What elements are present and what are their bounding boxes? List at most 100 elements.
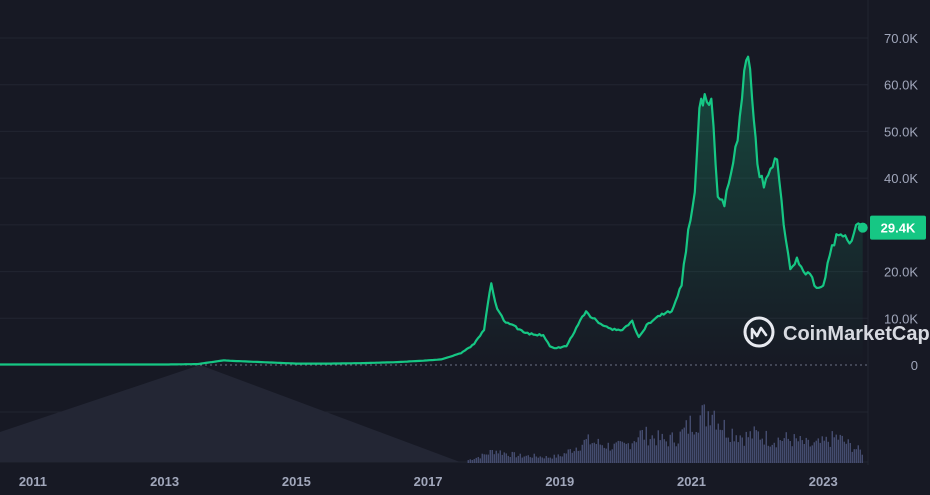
volume-bar <box>601 445 603 463</box>
volume-bar <box>695 432 697 463</box>
volume-bar <box>685 420 687 463</box>
volume-bar <box>741 437 743 463</box>
volume-bar <box>651 435 653 463</box>
volume-bar <box>801 440 803 463</box>
volume-bar <box>823 440 825 463</box>
volume-bar <box>845 443 847 463</box>
volume-bar <box>585 439 587 463</box>
x-tick-label: 2013 <box>150 474 179 489</box>
volume-bar <box>625 443 627 463</box>
volume-bar <box>689 415 691 463</box>
volume-bar <box>715 429 717 463</box>
volume-bar <box>649 439 651 463</box>
current-price-dot <box>857 222 868 233</box>
x-tick-label: 2019 <box>545 474 574 489</box>
volume-bar <box>555 457 557 463</box>
volume-bar <box>591 443 593 463</box>
volume-bar <box>515 457 517 463</box>
volume-bar <box>631 443 633 463</box>
volume-bar <box>739 435 741 463</box>
volume-bar <box>559 456 561 463</box>
volume-bar <box>479 458 481 463</box>
volume-bar <box>495 450 497 463</box>
volume-bar <box>493 454 495 463</box>
volume-bar <box>637 437 639 463</box>
volume-bar <box>815 440 817 463</box>
volume-bar <box>841 435 843 463</box>
volume-bar <box>787 438 789 463</box>
volume-bar <box>683 427 685 463</box>
volume-bar <box>529 457 531 463</box>
volume-bar <box>859 449 861 463</box>
volume-bar <box>855 449 857 463</box>
volume-bar <box>803 444 805 463</box>
x-axis-ticks: 2011 2013 2015 2017 2019 2021 2023 <box>19 474 838 489</box>
volume-bar <box>765 430 767 463</box>
volume-bar <box>775 447 777 463</box>
volume-bar <box>611 449 613 463</box>
volume-bar <box>673 442 675 463</box>
volume-bar <box>557 454 559 463</box>
volume-bar <box>731 428 733 463</box>
volume-bar <box>617 440 619 463</box>
volume-bar <box>577 450 579 463</box>
volume-bar <box>751 438 753 463</box>
volume-bar <box>537 457 539 463</box>
current-price-tag: 29.4K <box>870 215 926 240</box>
volume-bar <box>565 453 567 463</box>
volume-bar <box>817 438 819 463</box>
volume-bar <box>561 456 563 463</box>
volume-bar <box>513 452 515 463</box>
volume-bar <box>753 426 755 463</box>
volume-bar <box>647 445 649 463</box>
volume-bar <box>581 444 583 463</box>
volume-bar <box>497 453 499 463</box>
volume-bar <box>563 453 565 463</box>
volume-bar <box>729 442 731 463</box>
volume-bar <box>693 434 695 463</box>
y-tick-label: 60.0K <box>884 78 918 93</box>
volume-bar <box>791 446 793 463</box>
volume-bar <box>553 454 555 463</box>
volume-bar <box>639 430 641 463</box>
volume-bar <box>835 434 837 463</box>
volume-bar <box>475 457 477 463</box>
volume-bar <box>615 442 617 463</box>
volume-bar <box>659 440 661 463</box>
x-tick-label: 2021 <box>677 474 706 489</box>
y-tick-label: 0 <box>911 358 918 373</box>
volume-bar <box>597 438 599 463</box>
volume-bar <box>503 452 505 463</box>
volume-bar <box>737 442 739 463</box>
y-tick-label: 10.0K <box>884 311 918 326</box>
x-tick-label: 2017 <box>414 474 443 489</box>
volume-bar <box>843 441 845 463</box>
volume-bar <box>773 442 775 463</box>
volume-bar <box>681 429 683 463</box>
volume-bar <box>805 437 807 463</box>
volume-bar <box>669 434 671 463</box>
volume-bar <box>629 449 631 463</box>
volume-bar <box>679 431 681 463</box>
coinmarketcap-watermark: CoinMarketCap <box>743 316 930 348</box>
volume-bar <box>589 444 591 463</box>
volume-bar <box>675 446 677 463</box>
volume-bar <box>713 410 715 463</box>
volume-bar <box>833 437 835 463</box>
volume-bar <box>717 423 719 463</box>
volume-bar <box>535 456 537 463</box>
volume-bar <box>743 445 745 463</box>
volume-bar <box>609 450 611 463</box>
volume-bar <box>707 411 709 463</box>
volume-bar <box>783 438 785 463</box>
volume-bar <box>607 442 609 463</box>
volume-bar <box>583 439 585 463</box>
volume-bar <box>825 436 827 463</box>
volume-bar <box>667 446 669 463</box>
coinmarketcap-logo-icon <box>743 316 775 348</box>
volume-bar <box>541 457 543 463</box>
y-tick-label: 70.0K <box>884 31 918 46</box>
